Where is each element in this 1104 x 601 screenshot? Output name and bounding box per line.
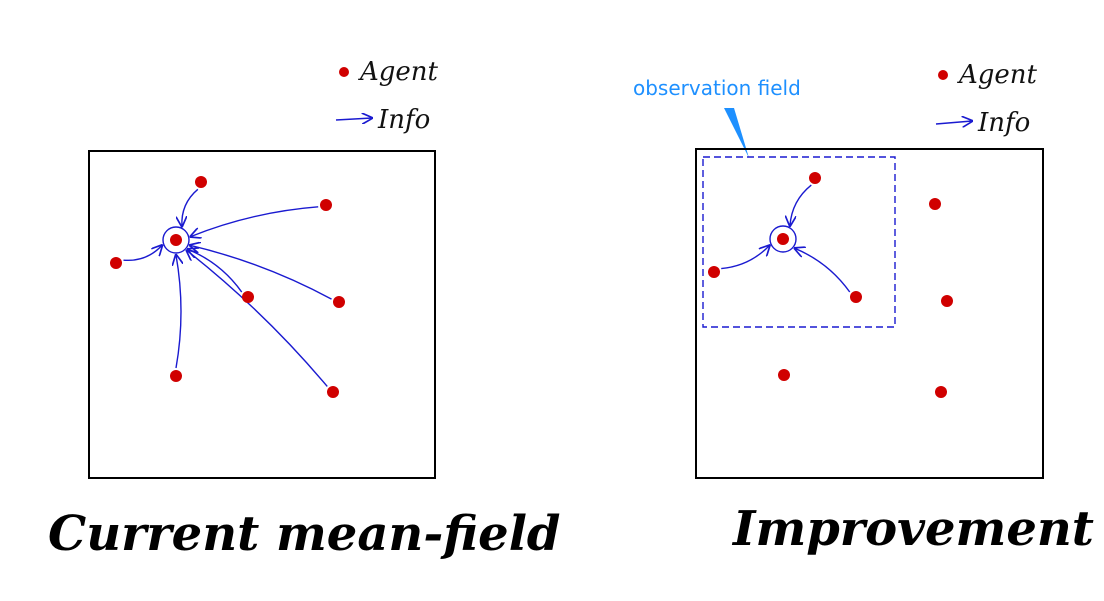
arrows [123, 188, 332, 387]
panel-right: Agent Info observation field Improvement… [633, 60, 1104, 557]
observation-box [702, 156, 896, 328]
agent [941, 295, 953, 307]
info-arrow [176, 255, 181, 369]
annotation-pointer [724, 108, 749, 158]
agents [708, 172, 953, 398]
panel-left: Agent Info Current mean-field [48, 57, 560, 562]
info-arrow [182, 188, 199, 226]
legend-agent: Agent [957, 60, 1038, 90]
agent [929, 198, 941, 210]
legend-agent-dot [339, 67, 349, 77]
legend-agent-dot [938, 70, 948, 80]
agent [809, 172, 821, 184]
info-arrow [795, 248, 851, 293]
agent [242, 291, 254, 303]
agent [333, 296, 345, 308]
info-arrow [187, 250, 328, 387]
agent [195, 176, 207, 188]
info-arrow [721, 245, 769, 270]
field-box [88, 150, 436, 479]
agent [320, 199, 332, 211]
field-box [695, 148, 1044, 479]
info-arrow [190, 245, 332, 300]
info-arrow [188, 249, 243, 293]
legend-info-arrow [935, 121, 972, 124]
agents [110, 176, 345, 398]
legend-info-arrow [335, 118, 372, 120]
agent [170, 234, 182, 246]
agent [327, 386, 339, 398]
info-arrow [123, 245, 162, 262]
legend-agent: Agent [358, 57, 439, 87]
agent [850, 291, 862, 303]
arrows [721, 184, 851, 293]
annotation: observation field [633, 76, 801, 100]
agent [708, 266, 720, 278]
focus-ring [769, 225, 797, 253]
legend-info: Info [977, 108, 1030, 138]
legend-info: Info [377, 105, 430, 135]
panel-title: Improvement 1 [731, 501, 1104, 557]
info-arrow [790, 184, 812, 226]
panel-title: Current mean-field [48, 506, 560, 562]
info-arrow [191, 206, 319, 237]
agent [170, 370, 182, 382]
agent [777, 233, 789, 245]
agent [935, 386, 947, 398]
agent [110, 257, 122, 269]
agent [778, 369, 790, 381]
